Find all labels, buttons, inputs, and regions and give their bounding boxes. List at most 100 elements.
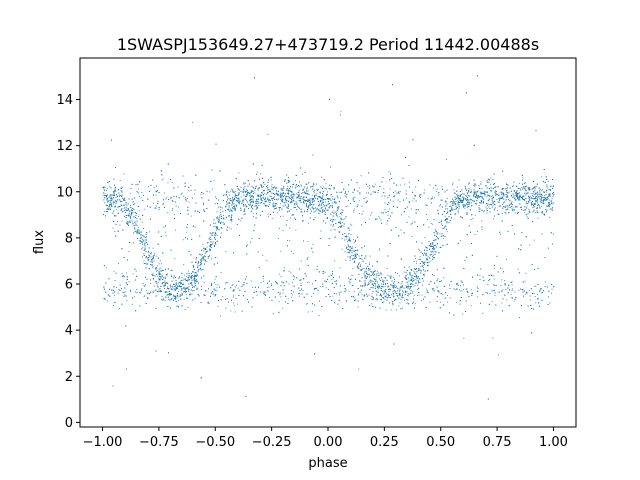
- data-point: [514, 291, 516, 293]
- data-point: [231, 218, 233, 220]
- data-point: [313, 208, 315, 209]
- data-point: [112, 227, 114, 229]
- data-point: [106, 208, 108, 210]
- data-point: [525, 293, 526, 295]
- data-point: [359, 266, 361, 268]
- data-point: [384, 290, 386, 292]
- data-point: [220, 209, 222, 211]
- data-point: [542, 197, 544, 198]
- data-point: [232, 296, 234, 298]
- data-point: [368, 218, 370, 220]
- data-point: [345, 247, 347, 249]
- data-point: [438, 194, 440, 196]
- data-point: [547, 187, 549, 189]
- data-point: [465, 195, 467, 196]
- data-point: [396, 293, 398, 295]
- data-point: [493, 267, 495, 269]
- data-point: [342, 210, 344, 211]
- data-point: [228, 192, 230, 193]
- data-point: [501, 213, 503, 214]
- data-point: [392, 287, 394, 288]
- data-point: [498, 198, 500, 199]
- data-point: [144, 241, 146, 243]
- data-point: [477, 231, 478, 232]
- data-point: [177, 186, 179, 188]
- data-point: [255, 185, 257, 187]
- data-point: [544, 281, 546, 283]
- data-point: [365, 263, 367, 264]
- data-point: [202, 269, 204, 271]
- data-point: [356, 257, 357, 258]
- data-point: [361, 293, 363, 295]
- data-point: [187, 270, 189, 272]
- data-point: [138, 188, 139, 190]
- data-point: [280, 296, 282, 298]
- data-point: [137, 233, 139, 235]
- data-point: [427, 256, 429, 258]
- data-point: [262, 278, 264, 280]
- data-point: [204, 255, 206, 257]
- data-point: [331, 279, 333, 280]
- data-point: [350, 234, 352, 236]
- data-point: [344, 195, 346, 197]
- data-point: [152, 292, 154, 294]
- data-point: [131, 214, 133, 216]
- data-point: [228, 206, 230, 208]
- data-point: [399, 291, 400, 293]
- data-point: [136, 289, 138, 290]
- data-point: [162, 269, 164, 271]
- data-point: [181, 289, 183, 290]
- data-point: [354, 297, 356, 299]
- data-point: [307, 205, 309, 206]
- data-point: [183, 264, 185, 266]
- data-point: [441, 219, 442, 221]
- data-point: [455, 213, 456, 215]
- data-point: [484, 195, 486, 196]
- data-point: [278, 301, 280, 303]
- data-point: [155, 205, 157, 207]
- data-point: [127, 224, 128, 225]
- data-point: [491, 275, 493, 276]
- data-point: [474, 234, 476, 235]
- data-point: [482, 210, 484, 212]
- data-point: [312, 198, 313, 199]
- data-point: [470, 189, 472, 191]
- data-point: [492, 337, 494, 339]
- data-point: [501, 279, 503, 281]
- data-point: [547, 194, 549, 196]
- data-point: [232, 203, 234, 205]
- data-point: [371, 212, 372, 214]
- data-point: [501, 302, 503, 304]
- data-point: [123, 197, 125, 199]
- data-point: [416, 262, 417, 264]
- data-point: [500, 285, 502, 287]
- data-point: [540, 211, 542, 213]
- data-point: [341, 248, 343, 250]
- data-point: [204, 252, 206, 254]
- data-point: [152, 202, 154, 204]
- data-point: [460, 199, 462, 201]
- data-point: [206, 251, 207, 252]
- data-point: [543, 197, 545, 198]
- data-point: [310, 203, 311, 205]
- data-point: [493, 278, 495, 280]
- data-point: [302, 220, 304, 222]
- data-point: [546, 186, 548, 188]
- data-point: [254, 192, 256, 194]
- data-point: [544, 214, 546, 216]
- data-point: [287, 185, 289, 187]
- data-point: [277, 194, 278, 195]
- data-point: [400, 287, 402, 289]
- data-point: [106, 198, 108, 200]
- data-point: [179, 282, 181, 284]
- data-point: [339, 294, 340, 296]
- data-point: [447, 301, 448, 303]
- data-point: [228, 209, 230, 211]
- data-point: [215, 284, 217, 286]
- data-point: [214, 231, 216, 233]
- data-point: [468, 183, 469, 185]
- data-point: [328, 199, 329, 201]
- data-point: [103, 189, 105, 191]
- data-point: [211, 282, 212, 284]
